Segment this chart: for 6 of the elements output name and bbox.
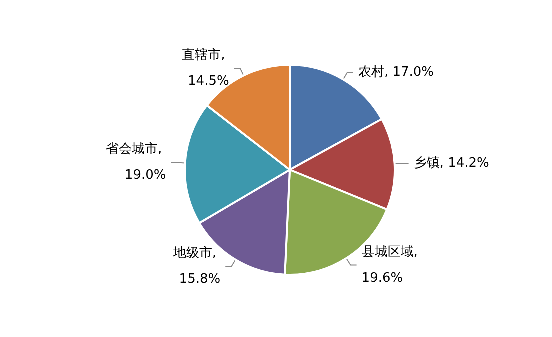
slice-label: 农村, 17.0% — [358, 65, 434, 80]
slice-label: 直辖市, 14.5% — [182, 48, 230, 89]
slice-label: 地级市, 15.8% — [172, 246, 221, 288]
slice-label: 乡镇, 14.2% — [414, 156, 490, 171]
slice-label: 县城区域, 19.6% — [362, 244, 422, 286]
slice-label: 省会城市, 19.0% — [106, 142, 166, 184]
